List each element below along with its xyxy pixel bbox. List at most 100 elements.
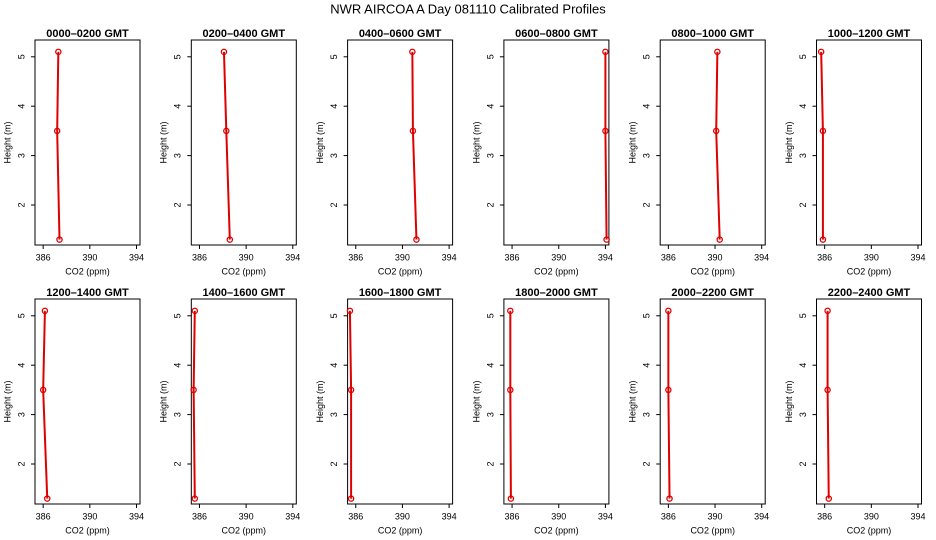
plot-frame bbox=[816, 39, 922, 246]
y-tick-label: 2 bbox=[485, 461, 495, 466]
x-tick-label: 394 bbox=[754, 511, 769, 521]
x-tick-label: 390 bbox=[708, 511, 723, 521]
profile-line bbox=[820, 51, 824, 240]
y-tick-label: 5 bbox=[485, 313, 495, 318]
y-tick-label: 2 bbox=[173, 202, 183, 207]
x-tick-label: 386 bbox=[817, 252, 832, 262]
y-tick-label: 5 bbox=[16, 54, 26, 59]
y-tick-label: 4 bbox=[329, 104, 339, 109]
data-point bbox=[55, 48, 62, 56]
y-tick-label: 3 bbox=[485, 412, 495, 417]
x-axis-label: CO2 (ppm) bbox=[847, 266, 892, 276]
profile-line bbox=[348, 310, 353, 499]
data-point bbox=[666, 495, 673, 502]
panel-title: 1200–1400 GMT bbox=[46, 287, 129, 299]
profile-line bbox=[715, 51, 721, 240]
data-point bbox=[824, 386, 831, 394]
x-tick-label: 390 bbox=[864, 511, 879, 521]
y-axis-label: Height (m) bbox=[628, 380, 638, 422]
plot-frame bbox=[659, 298, 766, 505]
y-axis-label: Height (m) bbox=[159, 380, 169, 422]
data-point bbox=[665, 386, 672, 394]
x-tick-label: 390 bbox=[82, 511, 97, 521]
data-point bbox=[409, 127, 417, 135]
y-tick-label: 3 bbox=[329, 153, 339, 158]
x-axis-label: CO2 (ppm) bbox=[65, 525, 110, 535]
x-tick-label: 390 bbox=[239, 252, 254, 262]
y-tick-label: 5 bbox=[329, 313, 339, 318]
x-tick-label: 386 bbox=[348, 511, 363, 521]
y-tick-label: 4 bbox=[16, 363, 26, 368]
x-tick-label: 394 bbox=[598, 252, 613, 262]
y-tick-label: 2 bbox=[173, 461, 183, 466]
y-tick-label: 5 bbox=[173, 313, 183, 318]
y-tick-label: 5 bbox=[642, 313, 652, 318]
x-tick-label: 394 bbox=[129, 511, 144, 521]
plot-frame bbox=[347, 39, 454, 246]
x-tick-label: 390 bbox=[239, 511, 254, 521]
plot-frame bbox=[190, 39, 297, 246]
panel-title: 0200–0400 GMT bbox=[203, 28, 286, 40]
data-point bbox=[347, 386, 355, 394]
x-tick-label: 386 bbox=[661, 252, 676, 262]
data-point bbox=[223, 127, 230, 135]
x-tick-label: 394 bbox=[754, 252, 769, 262]
plot-frame bbox=[659, 39, 766, 246]
profile-line bbox=[192, 310, 196, 499]
x-axis-label: CO2 (ppm) bbox=[378, 266, 423, 276]
data-point bbox=[712, 127, 720, 135]
y-tick-label: 2 bbox=[642, 202, 652, 207]
x-axis-label: CO2 (ppm) bbox=[222, 525, 267, 535]
data-point bbox=[819, 236, 827, 243]
panel-title: 0400–0600 GMT bbox=[359, 28, 442, 40]
panel-title: 2000–2200 GMT bbox=[671, 287, 754, 299]
y-tick-label: 2 bbox=[329, 461, 339, 466]
profile-line bbox=[667, 310, 671, 499]
page-title: NWR AIRCOA A Day 081110 Calibrated Profi… bbox=[330, 1, 606, 16]
x-tick-label: 390 bbox=[395, 252, 410, 262]
data-point bbox=[602, 48, 609, 56]
plot-frame bbox=[503, 298, 610, 505]
y-tick-label: 3 bbox=[485, 153, 495, 158]
profile-line bbox=[826, 310, 830, 499]
y-tick-label: 3 bbox=[173, 412, 183, 417]
x-tick-label: 386 bbox=[36, 511, 51, 521]
data-point bbox=[346, 307, 354, 315]
x-tick-label: 390 bbox=[395, 511, 410, 521]
y-tick-label: 4 bbox=[798, 363, 808, 368]
plot-frame bbox=[816, 298, 922, 505]
x-axis-label: CO2 (ppm) bbox=[690, 525, 735, 535]
data-point bbox=[714, 48, 721, 56]
data-point bbox=[39, 386, 47, 394]
panel-title: 0800–1000 GMT bbox=[671, 28, 754, 40]
profile-line bbox=[42, 310, 49, 499]
data-point bbox=[716, 236, 723, 243]
y-tick-label: 4 bbox=[642, 104, 652, 109]
x-axis-label: CO2 (ppm) bbox=[847, 525, 892, 535]
y-tick-label: 2 bbox=[798, 461, 808, 466]
y-axis-label: Height (m) bbox=[2, 121, 12, 163]
data-point bbox=[825, 495, 833, 502]
y-axis-label: Height (m) bbox=[315, 380, 325, 422]
x-tick-label: 386 bbox=[348, 252, 363, 262]
y-tick-label: 4 bbox=[16, 104, 26, 109]
y-tick-label: 3 bbox=[173, 153, 183, 158]
data-point bbox=[817, 48, 825, 56]
y-tick-label: 4 bbox=[798, 104, 808, 109]
data-point bbox=[191, 307, 199, 315]
data-point bbox=[53, 127, 61, 135]
data-point bbox=[409, 48, 416, 56]
y-tick-label: 4 bbox=[485, 104, 495, 109]
y-axis-label: Height (m) bbox=[2, 380, 12, 422]
x-tick-label: 394 bbox=[129, 252, 144, 262]
panel-title: 1600–1800 GMT bbox=[359, 287, 442, 299]
data-point bbox=[347, 495, 355, 502]
y-tick-label: 4 bbox=[642, 363, 652, 368]
y-tick-label: 3 bbox=[329, 412, 339, 417]
x-tick-label: 394 bbox=[910, 252, 925, 262]
x-tick-label: 386 bbox=[505, 252, 520, 262]
y-tick-label: 2 bbox=[642, 461, 652, 466]
data-point bbox=[226, 236, 234, 243]
x-axis-label: CO2 (ppm) bbox=[690, 266, 735, 276]
x-axis-label: CO2 (ppm) bbox=[534, 525, 579, 535]
